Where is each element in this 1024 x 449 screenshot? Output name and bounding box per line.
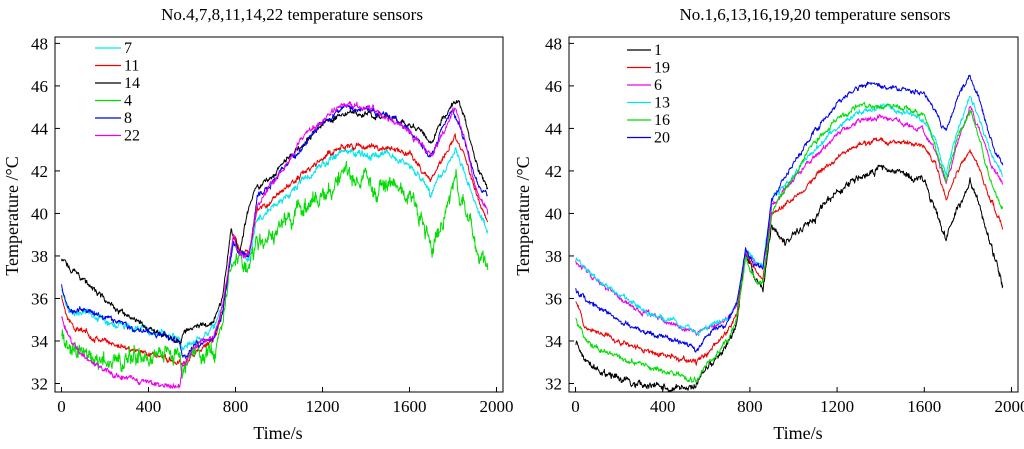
- series-line-20: [575, 74, 1004, 353]
- y-tick-label: 48: [31, 34, 48, 53]
- y-tick-label: 36: [31, 289, 48, 308]
- legend-label: 14: [124, 75, 140, 92]
- legend-label: 13: [654, 95, 670, 112]
- y-tick-label: 34: [31, 332, 49, 351]
- legend-label: 7: [124, 40, 132, 57]
- series-line-16: [575, 102, 1004, 383]
- x-tick-label: 400: [650, 397, 676, 416]
- y-tick-label: 32: [545, 374, 562, 393]
- legend-label: 16: [654, 112, 670, 129]
- legend-label: 4: [124, 93, 132, 110]
- x-tick-label: 400: [136, 397, 162, 416]
- legend-label: 6: [654, 77, 662, 94]
- legend-label: 22: [124, 128, 140, 145]
- y-axis-label: Temperature /°C: [2, 156, 22, 275]
- y-tick-label: 40: [545, 204, 562, 223]
- series-line-13: [575, 95, 1003, 337]
- x-tick-label: 800: [223, 397, 249, 416]
- y-tick-label: 46: [31, 77, 48, 96]
- series-line-6: [575, 105, 1004, 336]
- series-line-14: [61, 99, 489, 345]
- y-tick-label: 38: [31, 247, 48, 266]
- x-axis-label: Time/s: [253, 423, 302, 443]
- chart-title: No.4,7,8,11,14,22 temperature sensors: [161, 5, 423, 24]
- y-tick-label: 38: [545, 247, 562, 266]
- y-tick-label: 44: [31, 119, 49, 138]
- x-tick-label: 2000: [994, 397, 1024, 416]
- x-tick-label: 800: [737, 397, 763, 416]
- x-tick-label: 1200: [305, 397, 339, 416]
- series-line-4: [61, 160, 489, 380]
- legend-label: 1: [654, 42, 662, 59]
- x-axis-label: Time/s: [773, 423, 822, 443]
- x-tick-label: 0: [57, 397, 66, 416]
- y-tick-label: 34: [545, 332, 563, 351]
- plot-frame: [568, 36, 1019, 393]
- y-tick-label: 42: [31, 162, 48, 181]
- chart-left: No.4,7,8,11,14,22 temperature sensors Te…: [2, 5, 513, 443]
- y-tick-label: 40: [31, 204, 48, 223]
- legend-label: 19: [654, 60, 670, 77]
- x-tick-label: 2000: [479, 397, 513, 416]
- series-line-11: [61, 133, 489, 367]
- y-tick-label: 32: [31, 374, 48, 393]
- series-line-19: [575, 137, 1004, 366]
- chart-right: No.1,6,13,16,19,20 temperature sensors T…: [513, 5, 1024, 443]
- x-tick-label: 1200: [820, 397, 854, 416]
- y-tick-label: 48: [545, 34, 562, 53]
- series-line-1: [575, 164, 1004, 392]
- series-line-22: [61, 101, 489, 389]
- x-tick-label: 0: [571, 397, 580, 416]
- y-axis-label: Temperature /°C: [513, 156, 533, 275]
- legend-label: 20: [654, 130, 670, 147]
- legend-label: 11: [124, 58, 139, 75]
- plot-frame: [54, 36, 504, 393]
- legend-label: 8: [124, 110, 132, 127]
- y-tick-label: 44: [545, 119, 563, 138]
- chart-title: No.1,6,13,16,19,20 temperature sensors: [679, 5, 950, 24]
- y-tick-label: 36: [545, 289, 562, 308]
- x-tick-label: 1600: [907, 397, 941, 416]
- y-tick-label: 46: [545, 77, 562, 96]
- x-tick-label: 1600: [392, 397, 426, 416]
- y-tick-label: 42: [545, 162, 562, 181]
